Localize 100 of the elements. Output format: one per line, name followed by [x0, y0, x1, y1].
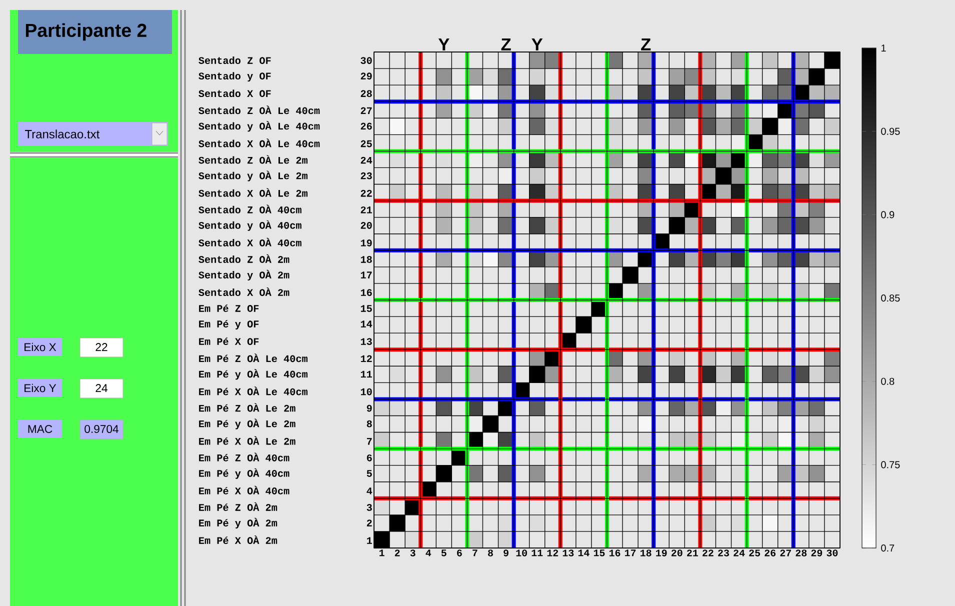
- x-tick-label: 15: [594, 550, 605, 556]
- x-tick-label: 25: [749, 550, 760, 556]
- x-tick-label: 24: [734, 550, 745, 556]
- y2-tick-label: 19: [360, 240, 372, 246]
- x-tick-label: 20: [672, 550, 682, 556]
- y-tick-label: Em Pé y OÀ Le 2m: [199, 418, 296, 430]
- x-tick-label: 28: [796, 550, 807, 556]
- text: Translacao.txt: [24, 130, 100, 138]
- y2-tick-label: 12: [360, 355, 372, 362]
- color-bar-label: 0.8: [881, 378, 894, 385]
- x-tick-label: 8: [488, 550, 493, 556]
- x-tick-label: 30: [826, 550, 838, 556]
- color-bar-label: 1: [881, 44, 886, 52]
- x-tick-label: 1: [379, 550, 384, 556]
- y-tick-label: Sentado y OÀ 2m: [198, 270, 290, 280]
- y2-tick-label: 11: [360, 370, 372, 378]
- text: Y: [532, 38, 543, 50]
- y2-tick-label: 3: [366, 504, 372, 511]
- y-tick-label: Em Pé Z OÀ Le 40cm: [199, 354, 308, 362]
- x-tick-label: 16: [609, 550, 620, 556]
- y2-tick-label: 30: [360, 57, 372, 64]
- y2-tick-label: 6: [366, 454, 372, 462]
- x-tick-label: 4: [426, 550, 432, 556]
- y-tick-label: Sentado X OÀ 2m: [198, 287, 290, 296]
- text: 22: [96, 343, 108, 351]
- y2-tick-label: 28: [360, 90, 372, 98]
- x-tick-label: 13: [562, 550, 574, 556]
- y2-tick-label: 9: [366, 404, 372, 412]
- text: Y: [438, 38, 450, 50]
- y-tick-label: Em Pé X OÀ 40cm: [199, 486, 290, 494]
- y2-tick-label: 18: [360, 256, 372, 263]
- y2-tick-label: 15: [360, 305, 372, 312]
- x-tick-label: 17: [624, 550, 636, 556]
- y-tick-label: Em Pé X OÀ Le 2m: [199, 436, 296, 445]
- text: Z: [501, 38, 511, 50]
- y2-tick-label: 27: [360, 107, 372, 114]
- y2-tick-label: 16: [360, 289, 372, 296]
- x-tick-label: 9: [504, 550, 508, 556]
- y2-tick-label: 23: [360, 172, 372, 180]
- text: Eixo Y: [24, 384, 56, 392]
- text: 0.9704: [84, 424, 118, 433]
- x-tick-label: 14: [578, 550, 590, 556]
- x-tick-label: 6: [457, 550, 462, 556]
- y-tick-label: Sentado y OÀ 40cm: [198, 220, 302, 231]
- text: 24: [96, 384, 108, 392]
- text: Eixo X: [24, 342, 56, 352]
- y-tick-label: Sentado y OÀ Le 40cm: [198, 121, 320, 132]
- y2-tick-label: 24: [360, 156, 372, 164]
- y-tick-label: Em Pé y OÀ 40cm: [199, 468, 290, 479]
- y2-tick-label: 29: [360, 72, 372, 80]
- y-tick-label: Sentado Z OF: [198, 56, 271, 64]
- y-tick-label: Sentado Z OÀ 40cm: [198, 204, 302, 214]
- y-tick-label: Em Pé Z OÀ 2m: [199, 502, 278, 511]
- x-tick-label: 10: [516, 550, 527, 556]
- x-tick-label: 18: [640, 550, 652, 556]
- text: Z: [641, 38, 651, 50]
- y-tick-label: Sentado X OÀ 40cm: [198, 238, 302, 246]
- y-tick-label: Em Pé X OÀ 2m: [199, 535, 278, 544]
- y-tick-label: Sentado X OÀ Le 40cm: [198, 138, 320, 148]
- y2-tick-label: 4: [366, 488, 372, 494]
- y-tick-label: Sentado y OF: [198, 72, 271, 82]
- x-tick-label: 12: [547, 550, 558, 556]
- x-tick-label: 2: [394, 550, 400, 556]
- y2-tick-label: 5: [366, 470, 372, 477]
- y-tick-label: Em Pé X OÀ Le 40cm: [199, 386, 308, 396]
- color-bar-label: 0.85: [881, 294, 900, 302]
- x-tick-label: 27: [780, 550, 791, 556]
- y2-tick-label: 8: [366, 420, 372, 428]
- y2-tick-label: 7: [366, 438, 372, 445]
- y2-tick-label: 1: [367, 537, 372, 544]
- x-tick-label: 21: [687, 550, 698, 556]
- color-bar-label: 0.95: [881, 128, 900, 135]
- x-tick-label: 23: [718, 550, 730, 556]
- x-tick-label: 22: [702, 550, 714, 556]
- x-tick-label: 29: [811, 550, 822, 556]
- x-tick-label: 7: [472, 550, 478, 556]
- y2-tick-label: 26: [360, 122, 372, 130]
- color-bar-label: 0.9: [881, 211, 894, 218]
- y2-tick-label: 10: [360, 388, 372, 396]
- y2-tick-label: 20: [360, 222, 372, 229]
- y2-tick-label: 17: [360, 272, 372, 278]
- x-tick-label: 3: [410, 550, 416, 556]
- x-tick-label: 19: [656, 550, 667, 556]
- y-tick-label: Sentado X OF: [198, 90, 271, 98]
- y-tick-label: Sentado Z OÀ Le 2m: [198, 155, 308, 164]
- y-tick-label: Em Pé y OÀ Le 40cm: [199, 369, 308, 380]
- x-tick-label: 11: [532, 550, 543, 556]
- y-tick-label: Em Pé y OÀ 2m: [199, 518, 278, 528]
- y2-tick-label: 13: [360, 338, 372, 345]
- y2-tick-label: 21: [360, 206, 372, 214]
- y-tick-label: Sentado Z OÀ Le 40cm: [198, 106, 320, 114]
- y-tick-label: Sentado Z OÀ 2m: [198, 254, 290, 263]
- x-tick-label: 5: [441, 550, 446, 556]
- text: MAC: [28, 424, 52, 433]
- y2-tick-label: 25: [360, 140, 372, 148]
- text: Participante 2: [26, 23, 146, 41]
- x-tick-label: 26: [764, 550, 776, 556]
- y-tick-label: Sentado y OÀ Le 2m: [198, 170, 308, 182]
- y-tick-label: Em Pé Z OÀ Le 2m: [199, 403, 296, 412]
- y-tick-label: Em Pé Z OF: [199, 304, 259, 312]
